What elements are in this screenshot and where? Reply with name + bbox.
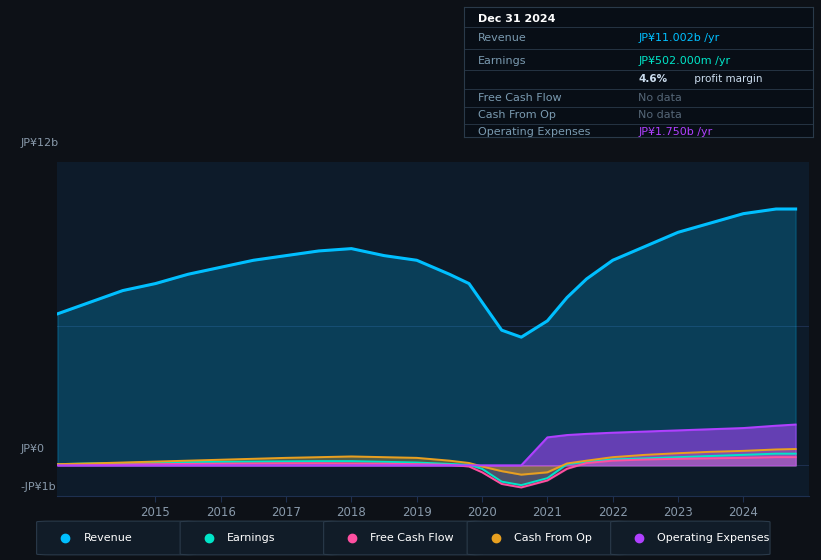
Text: Revenue: Revenue [84,533,132,543]
Text: Operating Expenses: Operating Expenses [478,127,590,137]
Text: No data: No data [639,110,682,120]
FancyBboxPatch shape [611,521,770,555]
Text: Earnings: Earnings [227,533,276,543]
Text: Cash From Op: Cash From Op [478,110,556,120]
Text: Cash From Op: Cash From Op [514,533,592,543]
Text: Free Cash Flow: Free Cash Flow [478,93,562,103]
Text: Free Cash Flow: Free Cash Flow [370,533,454,543]
Text: JP¥502.000m /yr: JP¥502.000m /yr [639,55,731,66]
Text: Revenue: Revenue [478,34,526,44]
FancyBboxPatch shape [467,521,626,555]
Text: Earnings: Earnings [478,55,526,66]
Text: -JP¥1b: -JP¥1b [21,482,56,492]
FancyBboxPatch shape [180,521,340,555]
Text: JP¥1.750b /yr: JP¥1.750b /yr [639,127,713,137]
Text: No data: No data [639,93,682,103]
Text: JP¥11.002b /yr: JP¥11.002b /yr [639,34,719,44]
Text: JP¥12b: JP¥12b [21,138,58,148]
Text: Dec 31 2024: Dec 31 2024 [478,14,555,24]
Text: profit margin: profit margin [690,74,762,84]
Text: Operating Expenses: Operating Expenses [658,533,770,543]
Text: JP¥0: JP¥0 [21,444,44,454]
FancyBboxPatch shape [37,521,196,555]
Text: 4.6%: 4.6% [639,74,667,84]
FancyBboxPatch shape [323,521,483,555]
